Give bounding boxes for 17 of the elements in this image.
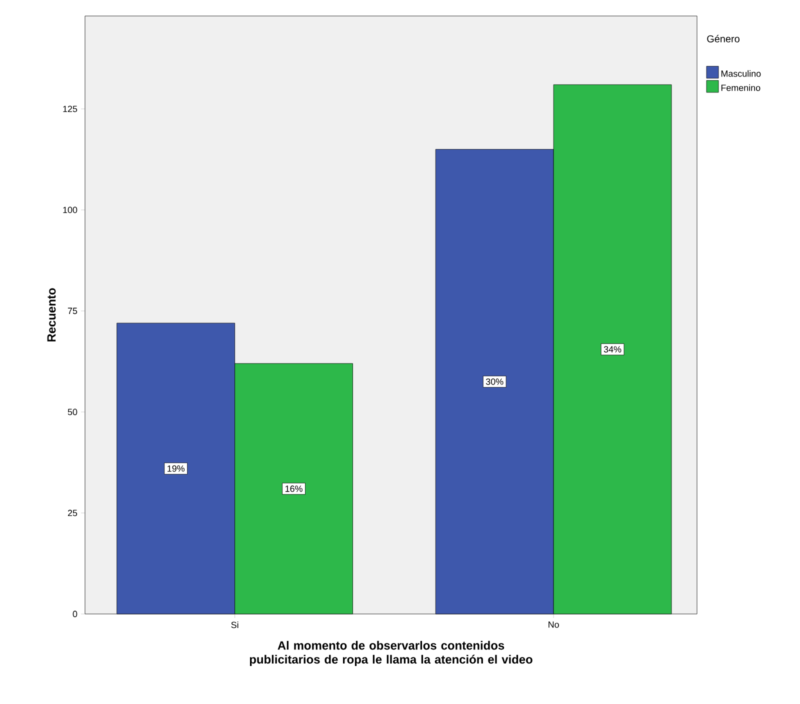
y-tick-label: 0 [72,610,78,618]
x-tick-label: No [548,622,559,628]
y-axis-title: Recuento [47,288,56,342]
annotation: 34% [604,346,622,353]
y-tick-label: 25 [68,510,78,516]
x-axis-title: Al momento de observarlos contenidos publicitarios de ropa le llama la atención el video [250,640,532,666]
annotation: 16% [286,486,302,492]
y-tick-label: 50 [68,408,78,416]
legend-label: Femenino [721,84,760,91]
legend-label: Masculino [721,70,761,77]
y-tick-label: 75 [68,308,78,314]
y-tick-label: 125 [63,106,78,112]
y-tick-label: 100 [63,206,78,214]
legend-title: Género [707,34,740,42]
annotation: 19% [168,465,185,472]
annotation: 30% [486,378,504,385]
x-tick-label: Si [231,622,238,628]
